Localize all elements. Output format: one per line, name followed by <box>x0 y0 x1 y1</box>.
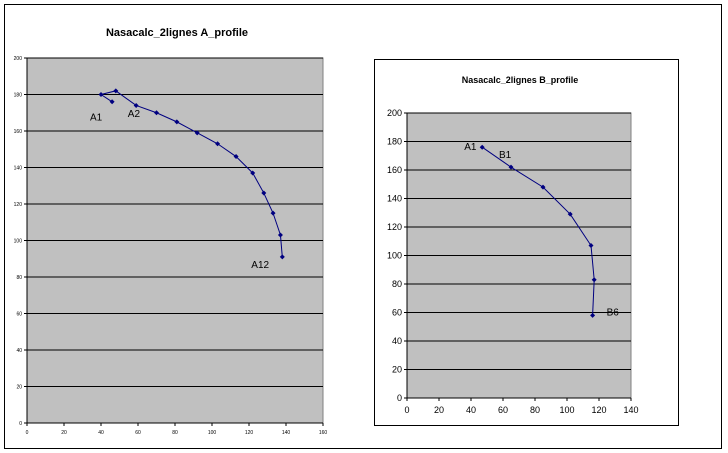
chart-a-data-point <box>113 88 119 94</box>
chart-b-data-point <box>591 277 597 283</box>
chart-b-y-tick-label: 20 <box>392 365 402 375</box>
chart-a-data-point <box>98 92 104 97</box>
chart-a-x-tick-label: 20 <box>61 430 67 436</box>
chart-a-data-point <box>279 254 285 260</box>
chart-a-y-tick-label: 100 <box>14 238 23 244</box>
chart-a-series-line <box>99 90 283 257</box>
chart-b-data-point <box>590 312 596 318</box>
chart-b-annotation-label: A1 <box>464 142 477 153</box>
chart-b-data-point <box>540 184 546 190</box>
chart-a-x-tick-label: 0 <box>26 430 29 436</box>
chart-b-y-tick-label: 180 <box>387 137 402 147</box>
chart-a-data-point <box>154 110 159 116</box>
chart-a-data-point <box>109 99 115 105</box>
chart-a-y-tick-label: 0 <box>19 421 22 427</box>
chart-b-x-tick-label: 40 <box>466 405 476 415</box>
chart-a-y-tick-label: 40 <box>16 348 22 354</box>
chart-a-y-tick-label: 60 <box>16 311 22 317</box>
chart-b-annotation-label: B1 <box>499 150 512 161</box>
chart-b-x-tick-label: 120 <box>591 405 606 415</box>
chart-a-y-tick-label: 20 <box>16 384 22 390</box>
chart-b-x-tick-label: 100 <box>559 405 574 415</box>
chart-b-data-point <box>479 144 485 150</box>
chart-a-data-point <box>233 154 239 160</box>
chart-a-x-tick-label: 140 <box>282 430 291 436</box>
chart-a-data-point <box>174 119 180 125</box>
chart-a-y-tick-label: 80 <box>16 275 22 281</box>
chart-a-x-tick-label: 40 <box>98 430 104 436</box>
chart-a-y-tick-label: 120 <box>14 202 23 208</box>
chart-a-y-tick-label: 180 <box>14 92 23 98</box>
chart-b-data-point <box>588 243 594 249</box>
chart-a-x-tick-label: 160 <box>319 430 328 436</box>
chart-a-y-tick-label: 160 <box>14 129 23 135</box>
chart-a-x-tick-label: 100 <box>208 430 217 436</box>
chart-a-data-point <box>270 210 276 216</box>
chart-b-data-point <box>567 211 573 217</box>
chart-a-data-point <box>215 141 221 147</box>
chart-b-y-tick-label: 120 <box>387 222 402 232</box>
chart-b-title: Nasacalc_2lignes B_profile <box>462 75 579 85</box>
chart-b-x-tick-label: 60 <box>498 405 508 415</box>
chart-a-x-tick-label: 120 <box>245 430 254 436</box>
chart-b-y-tick-label: 80 <box>392 279 402 289</box>
chart-a-data-point <box>194 130 200 136</box>
chart-a-title: Nasacalc_2lignes A_profile <box>106 27 248 39</box>
chart-a-data-point <box>133 102 139 108</box>
chart-a-data-point <box>261 190 267 196</box>
chart-b-annotation-label: B6 <box>607 307 620 318</box>
chart-a-annotation-label: A1 <box>90 113 103 124</box>
chart-a-y-tick-label: 200 <box>14 56 23 62</box>
chart-a-profile: Nasacalc_2lignes A_profile 0 20 40 60 80 100 1… <box>14 27 328 436</box>
chart-b-y-tick-label: 140 <box>387 194 402 204</box>
chart-b-x-tick-label: 0 <box>404 405 409 415</box>
chart-a-y-tick-label: 140 <box>14 165 23 171</box>
chart-a-x-tick-label: 80 <box>172 430 178 436</box>
chart-a-data-point <box>277 232 283 238</box>
chart-b-y-tick-label: 40 <box>392 336 402 346</box>
chart-a-annotation-label: A12 <box>251 260 269 271</box>
chart-b-data-point <box>508 164 514 170</box>
chart-b-y-tick-label: 160 <box>387 165 402 175</box>
chart-a-data-point <box>250 170 256 176</box>
chart-b-y-tick-label: 200 <box>387 108 402 118</box>
chart-b-y-tick-label: 60 <box>392 308 402 318</box>
chart-a-annotation-label: A2 <box>128 109 141 120</box>
chart-b-y-tick-label: 0 <box>397 393 402 403</box>
chart-b-x-tick-label: 20 <box>434 405 444 415</box>
chart-b-x-tick-label: 80 <box>530 405 540 415</box>
chart-b-y-tick-label: 100 <box>387 251 402 261</box>
chart-b-profile: Nasacalc_2lignes B_profile 0 20 40 60 80 100 1… <box>387 75 639 415</box>
chart-b-x-tick-label: 140 <box>623 405 638 415</box>
chart-a-x-tick-label: 60 <box>135 430 141 436</box>
